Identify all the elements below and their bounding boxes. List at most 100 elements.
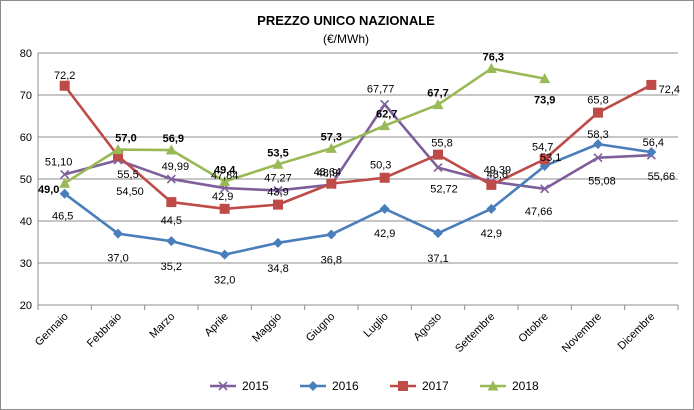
data-point	[325, 142, 337, 153]
data-label: 62,7	[376, 109, 397, 121]
x-tick-label: Giugno	[304, 311, 338, 345]
data-point	[113, 228, 123, 239]
data-label: 67,77	[367, 83, 395, 95]
data-point	[539, 154, 550, 165]
data-label: 65,8	[587, 95, 608, 107]
data-point	[59, 177, 71, 188]
y-tick-label: 30	[20, 258, 32, 270]
data-label: 52,72	[430, 184, 458, 196]
data-point	[326, 178, 337, 189]
data-label: 72,4	[659, 84, 680, 96]
chart-subtitle: (€/MWh)	[323, 32, 369, 46]
data-point	[593, 107, 603, 118]
legend-label: 2016	[332, 379, 359, 393]
series-line-2015	[64, 103, 652, 192]
data-label: 47,84	[211, 170, 239, 182]
x-tick-label: Ottobre	[516, 311, 550, 345]
y-tick-label: 80	[20, 48, 32, 60]
data-point	[326, 229, 337, 240]
x-tick-label: Luglio	[362, 311, 391, 340]
data-point	[273, 199, 283, 210]
data-label: 57,3	[321, 131, 342, 143]
data-point	[380, 99, 390, 109]
data-point	[112, 144, 124, 155]
data-label: 36,8	[321, 254, 342, 266]
x-tick-label: Settembre	[453, 311, 497, 355]
data-point	[593, 153, 603, 163]
x-tick-label: Gennaio	[33, 311, 71, 349]
data-point	[433, 149, 443, 160]
data-label: 47,27	[264, 172, 292, 184]
x-tick-label: Dicembre	[616, 311, 658, 353]
x-tick-label: Marzo	[147, 311, 177, 341]
series-2017	[59, 79, 657, 214]
legend-item-2017: 2017	[390, 379, 449, 393]
data-label: 49,99	[162, 161, 190, 173]
data-label: 51,10	[45, 156, 73, 168]
data-label: 48,64	[314, 167, 342, 179]
data-label: 32,0	[214, 275, 235, 287]
data-label: 72,2	[54, 70, 75, 82]
data-label: 42,9	[374, 228, 395, 240]
data-label: 56,9	[163, 133, 184, 145]
data-point	[165, 144, 177, 155]
data-label: 43,9	[267, 187, 288, 199]
data-point	[308, 381, 318, 391]
data-point	[219, 176, 231, 187]
data-point	[166, 236, 177, 247]
data-label: 56,4	[643, 137, 664, 149]
series-line-2018	[63, 67, 545, 185]
data-point	[593, 139, 603, 150]
data-label: 49,39	[484, 165, 512, 177]
data-label: 76,3	[483, 52, 504, 64]
data-point	[486, 179, 497, 190]
legend: 2015 2016 2017 2018	[210, 379, 539, 393]
data-label: 47,66	[525, 206, 553, 218]
data-label: 55,8	[431, 138, 452, 150]
legend-item-2018: 2018	[480, 379, 539, 393]
x-tick-label: Febbraio	[85, 311, 124, 350]
series-line-2016	[63, 142, 652, 256]
data-label: 58,3	[587, 129, 608, 141]
data-label: 34,8	[267, 263, 288, 275]
legend-item-2015: 2015	[210, 379, 269, 393]
data-label: 54,50	[116, 186, 144, 198]
legend-label: 2017	[422, 379, 449, 393]
data-label: 53,5	[267, 147, 288, 159]
data-point	[379, 120, 391, 131]
x-tick-label: Maggio	[250, 311, 284, 345]
data-label: 53,1	[540, 152, 561, 164]
y-tick-label: 70	[20, 90, 32, 102]
data-point	[433, 228, 443, 239]
data-point	[433, 163, 443, 173]
data-point	[273, 185, 283, 196]
data-point	[59, 80, 70, 91]
x-tick-label: Novembre	[560, 311, 604, 355]
y-tick-label: 50	[20, 174, 32, 186]
legend-label: 2018	[512, 379, 539, 393]
data-point	[379, 172, 390, 183]
data-point	[646, 79, 657, 90]
data-label: 46,5	[52, 211, 73, 223]
data-point	[219, 249, 230, 260]
data-point	[166, 197, 177, 208]
data-point	[432, 99, 444, 110]
data-point	[166, 174, 176, 184]
series-2018	[59, 63, 551, 188]
data-point	[379, 203, 390, 214]
data-point	[485, 63, 497, 74]
data-label: 37,0	[107, 253, 128, 265]
data-label: 73,9	[534, 95, 555, 107]
data-labels: 51,10 54,50 49,99 47,84 47,27 48,64 67,77 52,72…	[38, 52, 680, 287]
data-label: 35,2	[161, 261, 182, 273]
data-point	[219, 203, 230, 214]
data-label: 48,6	[487, 169, 508, 181]
data-point	[487, 380, 499, 391]
data-label: 57,0	[115, 133, 136, 145]
data-label: 49,0	[38, 184, 59, 196]
y-tick-label: 20	[20, 300, 32, 312]
chart-title: PREZZO UNICO NAZIONALE	[257, 13, 435, 28]
data-point	[486, 203, 497, 214]
